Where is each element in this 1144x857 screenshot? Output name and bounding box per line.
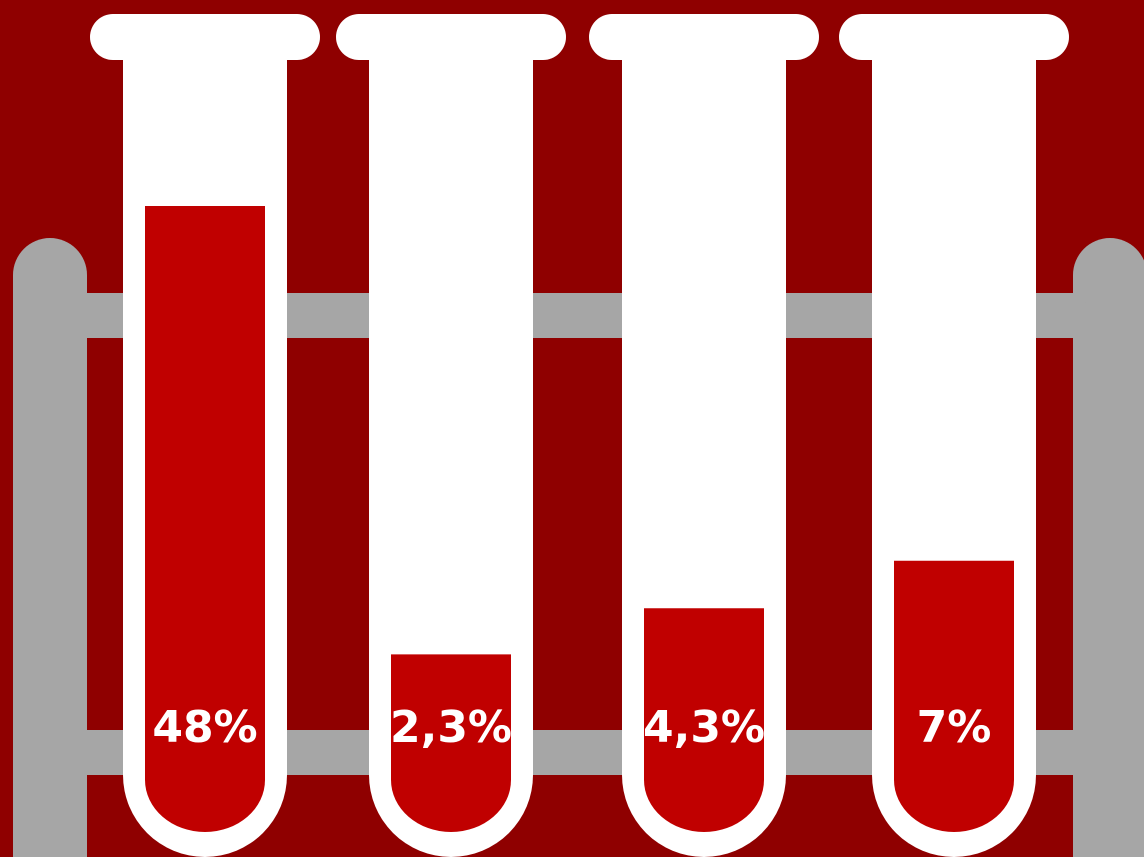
value-label: 7%: [917, 702, 992, 753]
rack-post-top: [1073, 238, 1144, 312]
bar: [391, 654, 511, 832]
rack-post-top: [13, 238, 87, 312]
value-label: 48%: [152, 702, 257, 753]
bar: [644, 608, 764, 832]
rack-post: [1073, 275, 1144, 857]
bar: [145, 206, 265, 832]
tube-lip: [90, 14, 320, 60]
bar: [894, 560, 1014, 832]
tubes: 48% 2,3% 4,3% 7%: [90, 14, 1069, 857]
rack-post: [13, 275, 87, 857]
tube-lip: [336, 14, 566, 60]
tube-lip: [839, 14, 1069, 60]
value-label: 4,3%: [643, 702, 765, 753]
tube-lip: [589, 14, 819, 60]
value-label: 2,3%: [390, 702, 512, 753]
